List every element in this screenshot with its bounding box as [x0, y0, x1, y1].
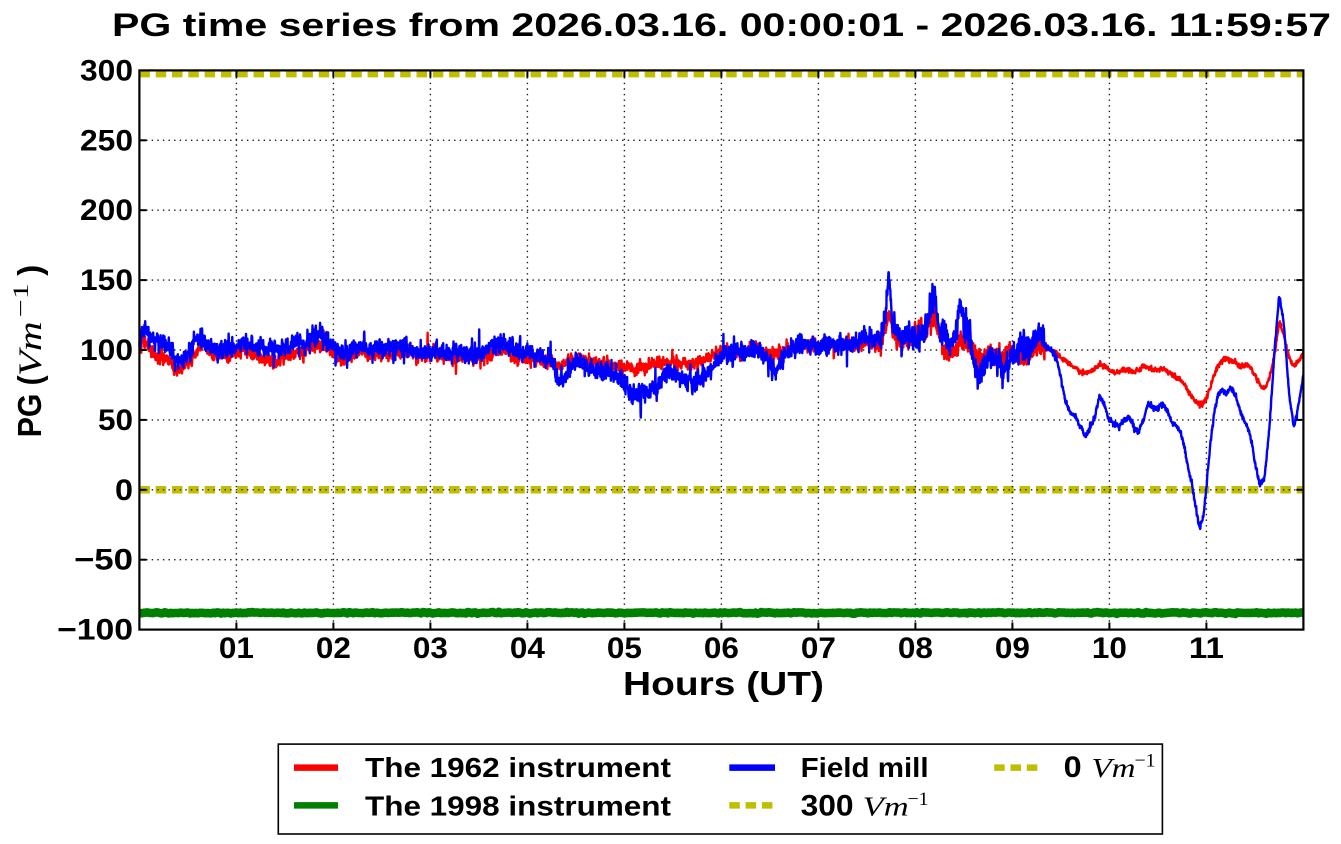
svg-text:200: 200 [80, 194, 133, 227]
svg-text:Vm: Vm [1092, 753, 1136, 783]
svg-text:PG (: PG ( [11, 375, 48, 437]
svg-text:0: 0 [115, 474, 133, 507]
svg-text:06: 06 [704, 632, 739, 665]
svg-text:04: 04 [510, 632, 545, 665]
svg-text:02: 02 [316, 632, 351, 665]
svg-text:07: 07 [801, 632, 836, 665]
svg-text:300: 300 [80, 54, 133, 87]
svg-text:50: 50 [98, 404, 133, 437]
svg-text:11: 11 [1189, 632, 1224, 665]
svg-text:−1: −1 [8, 283, 33, 317]
svg-text:03: 03 [413, 632, 448, 665]
svg-text:Vm: Vm [863, 791, 909, 821]
svg-text:100: 100 [80, 334, 133, 367]
svg-text:150: 150 [80, 264, 133, 297]
svg-text:−100: −100 [57, 614, 133, 647]
svg-text:PG time series from 2026.03.16: PG time series from 2026.03.16. 00:00:01… [112, 7, 1331, 43]
svg-text:08: 08 [898, 632, 933, 665]
svg-text:Field mill: Field mill [801, 752, 929, 783]
svg-text:−1: −1 [1135, 751, 1156, 772]
svg-text:Hours (UT): Hours (UT) [623, 666, 824, 703]
svg-text:05: 05 [607, 632, 642, 665]
svg-text:Vm: Vm [13, 321, 49, 376]
svg-text:0: 0 [1064, 751, 1082, 784]
svg-text:300: 300 [801, 789, 854, 822]
svg-text:The 1962 instrument: The 1962 instrument [365, 752, 671, 783]
svg-text:): ) [11, 265, 48, 276]
svg-text:−50: −50 [74, 544, 133, 577]
svg-text:09: 09 [995, 632, 1030, 665]
svg-text:The 1998 instrument: The 1998 instrument [365, 790, 671, 821]
svg-text:10: 10 [1092, 632, 1127, 665]
svg-text:01: 01 [219, 632, 254, 665]
svg-text:−1: −1 [908, 789, 929, 810]
svg-text:250: 250 [80, 124, 133, 157]
